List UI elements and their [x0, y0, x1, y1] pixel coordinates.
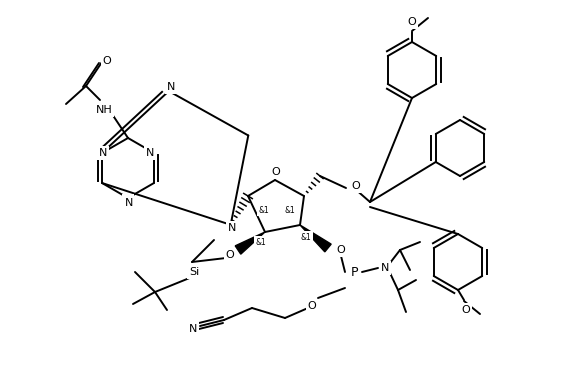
Text: &1: &1 — [301, 233, 311, 242]
Text: O: O — [272, 167, 280, 177]
Text: O: O — [351, 181, 360, 191]
Text: N: N — [146, 148, 154, 158]
Text: O: O — [103, 56, 111, 66]
Text: O: O — [408, 17, 416, 27]
Text: N: N — [125, 198, 133, 208]
Text: P: P — [350, 266, 358, 279]
Text: N: N — [124, 196, 132, 206]
Polygon shape — [235, 232, 265, 254]
Text: &1: &1 — [285, 205, 296, 214]
Text: N: N — [227, 223, 236, 233]
Text: N: N — [166, 82, 175, 92]
Text: Si: Si — [189, 267, 199, 277]
Text: O: O — [461, 305, 470, 315]
Text: N: N — [381, 263, 389, 273]
Text: O: O — [226, 250, 234, 260]
Text: &1: &1 — [255, 238, 266, 247]
Text: O: O — [336, 245, 345, 255]
Text: N: N — [99, 148, 107, 158]
Polygon shape — [300, 225, 331, 252]
Text: N: N — [189, 324, 197, 334]
Text: &1: &1 — [259, 205, 269, 214]
Text: NH: NH — [96, 105, 113, 115]
Text: O: O — [308, 301, 316, 311]
